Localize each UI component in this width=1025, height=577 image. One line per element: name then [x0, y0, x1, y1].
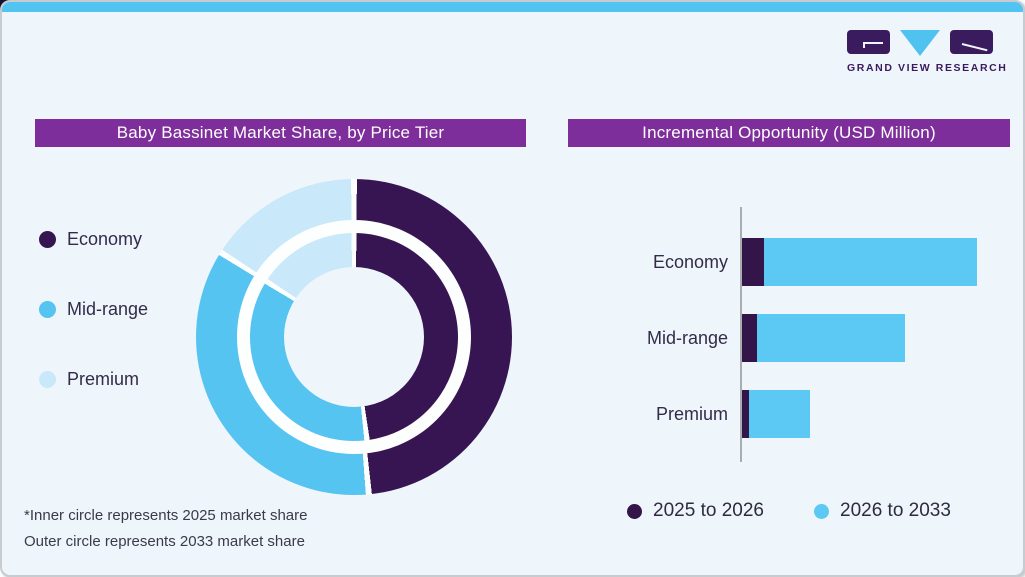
- bar-chart-legend: 2025 to 2026 2026 to 2033: [568, 500, 1010, 522]
- donut-footnote: *Inner circle represents 2025 market sha…: [24, 503, 307, 555]
- logo-wordmark: GRAND VIEW RESEARCH: [847, 62, 1008, 74]
- bar-segment-2025-2026: [742, 314, 758, 362]
- donut-chart: [196, 179, 512, 495]
- logo-g-block-icon: [847, 30, 890, 54]
- legend-label: 2026 to 2033: [840, 500, 951, 521]
- legend-item-2026-to-2033: 2026 to 2033: [814, 500, 951, 522]
- bar-row-mid-range: [742, 314, 906, 362]
- bar-segment-2025-2026: [742, 390, 749, 438]
- legend-label: Premium: [67, 369, 140, 389]
- footnote-line-2: Outer circle represents 2033 market shar…: [24, 533, 305, 550]
- legend-label: 2025 to 2026: [653, 500, 764, 521]
- series-2025-2026-color-dot-icon: [627, 503, 643, 519]
- bar-segment-2026-2033: [748, 390, 810, 438]
- donut-legend: Economy Mid-range Premium: [39, 229, 148, 390]
- bar-segment-2025-2026: [742, 238, 765, 286]
- bar-chart-axis: [740, 207, 742, 462]
- premium-color-dot-icon: [39, 371, 56, 388]
- donut-chart-title: Baby Bassinet Market Share, by Price Tie…: [35, 119, 526, 147]
- legend-item-economy: Economy: [39, 229, 148, 250]
- series-2026-2033-color-dot-icon: [814, 503, 829, 519]
- bar-row-economy: [742, 238, 977, 286]
- economy-color-dot-icon: [39, 231, 56, 248]
- mid-range-color-dot-icon: [39, 301, 56, 318]
- donut-hole: [284, 267, 424, 407]
- legend-item-2025-to-2026: 2025 to 2026: [627, 500, 764, 522]
- bar-segment-2026-2033: [757, 314, 906, 362]
- bar-category-label: Premium: [655, 404, 728, 424]
- bar-chart-title: Incremental Opportunity (USD Million): [568, 119, 1010, 147]
- bar-segment-2026-2033: [764, 238, 977, 286]
- legend-label: Mid-range: [67, 299, 149, 319]
- bar-category-label: Economy: [652, 252, 728, 272]
- logo-r-block-icon: [950, 30, 993, 54]
- bar-row-premium: [742, 390, 810, 438]
- footnote-line-1: *Inner circle represents 2025 market sha…: [24, 507, 308, 524]
- legend-label: Economy: [67, 229, 143, 249]
- logo-glyphs: [847, 30, 993, 56]
- bar-category-label: Mid-range: [646, 328, 728, 348]
- legend-item-mid-range: Mid-range: [39, 299, 148, 320]
- logo-v-triangle-icon: [900, 30, 940, 56]
- legend-item-premium: Premium: [39, 369, 148, 390]
- top-accent-strip: [2, 2, 1023, 12]
- grand-view-research-logo: GRAND VIEW RESEARCH: [847, 30, 1008, 74]
